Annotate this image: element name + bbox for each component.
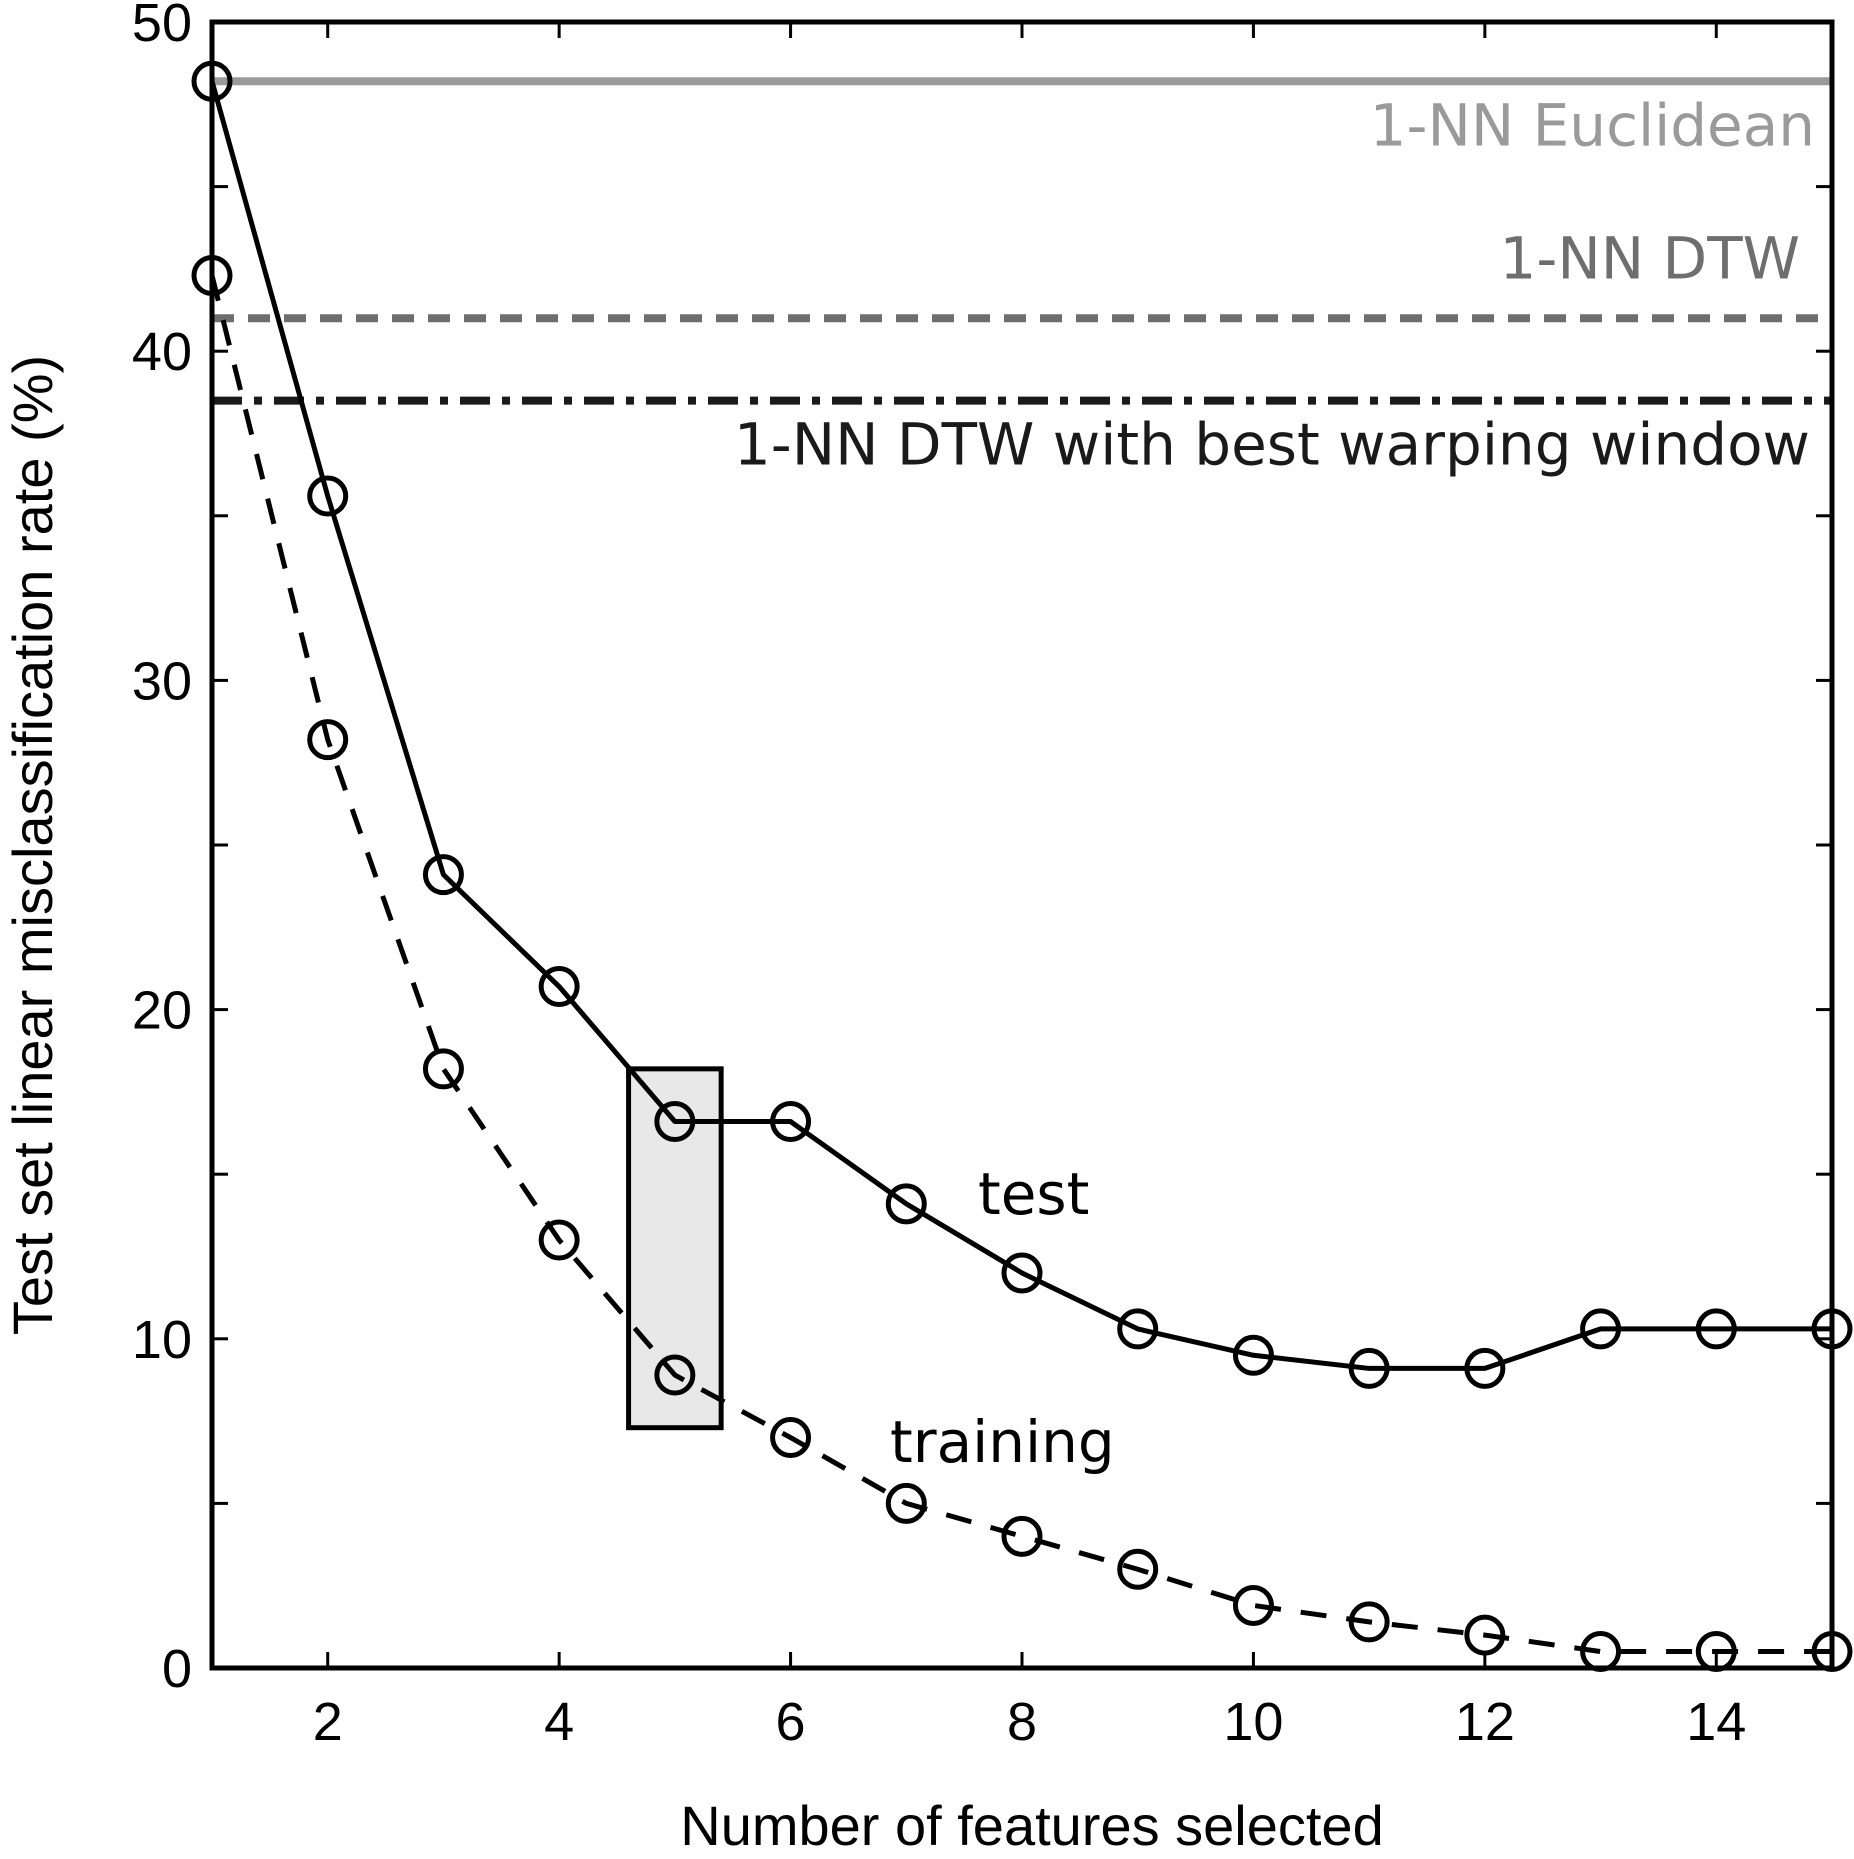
reference-lines: [212, 77, 1832, 405]
x-tick-label-14: 14: [1686, 1692, 1746, 1752]
data-point-test-6: [770, 1101, 812, 1143]
axes: [209, 19, 1835, 1671]
reference-line-label-0: 1-NN Euclidean: [1370, 91, 1815, 159]
data-point-training-4: [538, 1219, 580, 1261]
data-point-training-7: [885, 1482, 927, 1524]
x-tick-label-2: 2: [313, 1692, 343, 1752]
series-label-training: training: [890, 1408, 1115, 1476]
data-point-test-8: [1001, 1252, 1043, 1294]
data-point-test-5: [654, 1101, 696, 1143]
data-point-test-10: [1232, 1334, 1274, 1376]
series-line-test: [209, 80, 1832, 1371]
x-tick-label-12: 12: [1455, 1692, 1515, 1752]
highlight-box-group: [626, 1066, 724, 1431]
data-point-training-8: [1001, 1515, 1043, 1557]
y-axis-title: Test set linear misclassification rate (…: [1, 355, 64, 1335]
reference-line-label-2: 1-NN DTW with best warping window: [734, 411, 1810, 479]
data-point-training-10: [1232, 1584, 1274, 1626]
y-tick-label-50: 50: [132, 0, 192, 53]
y-tick-label-20: 20: [132, 981, 192, 1041]
series-label-test: test: [978, 1160, 1089, 1228]
series-markers: [191, 60, 1853, 1673]
data-point-training-11: [1348, 1601, 1390, 1643]
y-tick-label-10: 10: [132, 1310, 192, 1370]
series-lines: [209, 80, 1832, 1655]
data-point-test-7: [885, 1183, 927, 1225]
data-point-test-9: [1117, 1308, 1159, 1350]
y-tick-label-30: 30: [132, 651, 192, 711]
labels: 1-NN Euclidean 1-NN DTW 1-NN DTW with best…: [1, 0, 1815, 1857]
x-tick-label-4: 4: [544, 1692, 574, 1752]
highlight-box: [626, 1066, 724, 1431]
x-tick-label-6: 6: [776, 1692, 806, 1752]
data-point-test-12: [1464, 1347, 1506, 1389]
data-point-test-4: [538, 966, 580, 1008]
data-point-training-9: [1117, 1548, 1159, 1590]
data-point-test-3: [422, 854, 464, 896]
reference-line-label-1: 1-NN DTW: [1500, 224, 1800, 292]
y-tick-label-40: 40: [132, 322, 192, 382]
x-tick-label-8: 8: [1007, 1692, 1037, 1752]
x-axis-title: Number of features selected: [680, 1794, 1383, 1857]
data-point-test-11: [1348, 1347, 1390, 1389]
series-line-training: [209, 274, 1832, 1655]
data-point-training-5: [654, 1354, 696, 1396]
y-tick-label-0: 0: [162, 1639, 192, 1699]
data-point-training-3: [422, 1048, 464, 1090]
data-point-training-2: [307, 719, 349, 761]
data-point-training-6: [770, 1417, 812, 1459]
x-tick-label-10: 10: [1223, 1692, 1283, 1752]
data-point-test-13: [1580, 1308, 1622, 1350]
data-point-test-14: [1695, 1308, 1737, 1350]
data-point-test-2: [307, 475, 349, 517]
